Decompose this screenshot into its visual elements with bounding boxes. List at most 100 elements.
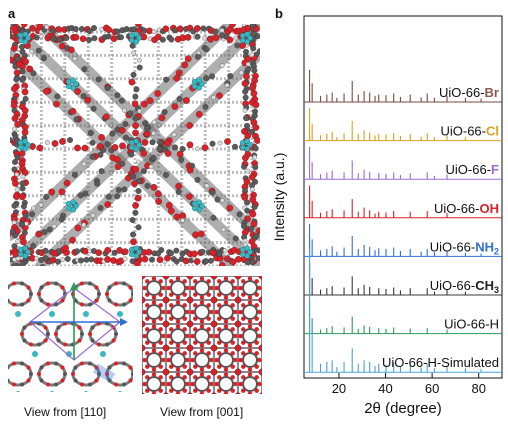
atom [10, 47, 12, 53]
atom [79, 302, 84, 307]
atom [132, 122, 140, 129]
atom [74, 88, 81, 95]
atom [229, 24, 236, 28]
atom [105, 33, 112, 40]
atom [72, 26, 79, 32]
atom [60, 298, 65, 303]
atom [182, 292, 187, 297]
node-atom [162, 368, 170, 376]
atom [142, 357, 147, 363]
atom [123, 134, 129, 141]
atom [175, 300, 181, 305]
atom [37, 372, 42, 377]
atom [88, 302, 93, 307]
atom [193, 388, 198, 393]
atom [222, 248, 228, 254]
atom [247, 343, 253, 348]
atom [19, 43, 25, 50]
atom [193, 351, 198, 356]
atom [81, 66, 88, 73]
atom [132, 129, 139, 137]
atom [10, 45, 18, 52]
node-atom [162, 276, 170, 280]
atom [185, 285, 190, 291]
atom [81, 144, 89, 152]
atom [13, 76, 20, 83]
atom [166, 357, 171, 363]
node-atom [142, 296, 146, 304]
atom [158, 316, 163, 321]
atom [40, 55, 47, 62]
atom [234, 42, 241, 49]
atom [20, 174, 26, 180]
node-atom [258, 276, 262, 280]
atom [185, 309, 190, 315]
atom [212, 34, 220, 42]
node-atom [210, 296, 218, 304]
atom [114, 163, 122, 171]
atom [88, 382, 93, 387]
atom [245, 66, 252, 73]
atom [182, 351, 187, 356]
node-atom [142, 320, 146, 328]
atom [143, 130, 151, 137]
node-atom [210, 320, 218, 328]
atom [230, 279, 235, 284]
atom [41, 229, 48, 236]
atom [128, 298, 133, 303]
atom [142, 381, 147, 387]
atom [233, 309, 238, 315]
atom [11, 281, 16, 286]
zirconium-atom [17, 144, 24, 151]
atom [241, 163, 248, 170]
atom [128, 151, 135, 158]
atom [55, 26, 62, 33]
atom [176, 95, 183, 102]
atom [87, 281, 92, 286]
atom [8, 365, 10, 370]
atom [217, 303, 222, 308]
zirconium-atom [22, 138, 29, 144]
pore-ring [194, 304, 210, 320]
atom [141, 139, 149, 146]
atom [150, 154, 157, 161]
atom [107, 378, 112, 383]
framework-view-110 [8, 281, 133, 392]
atom [257, 309, 262, 315]
atom [169, 364, 174, 369]
atom [72, 56, 78, 62]
atom [149, 139, 156, 146]
atom [194, 33, 201, 40]
atom [10, 56, 14, 64]
atom [247, 295, 253, 300]
atom [194, 53, 201, 60]
atom [114, 156, 121, 163]
node-atom [186, 344, 194, 352]
atom [20, 24, 28, 28]
atom [241, 364, 246, 369]
atom [59, 138, 66, 145]
atom [145, 340, 150, 345]
atom [19, 361, 24, 366]
atom [238, 381, 243, 387]
atom [250, 90, 258, 97]
pore-ring [170, 352, 186, 368]
zirconium-atom [117, 311, 123, 317]
atom [118, 34, 124, 41]
atom [250, 187, 255, 192]
atom [107, 365, 112, 370]
atom [190, 285, 195, 291]
atom [176, 25, 184, 33]
zirconium-atom [191, 205, 198, 212]
atom [219, 198, 225, 203]
pore-ring [242, 304, 258, 320]
atom [254, 364, 259, 369]
atom [12, 250, 19, 258]
atom [162, 25, 170, 33]
atom [63, 372, 67, 376]
atom [38, 202, 44, 208]
atom [121, 248, 129, 256]
atom [195, 110, 203, 118]
atom [129, 217, 136, 223]
atom [151, 295, 157, 300]
